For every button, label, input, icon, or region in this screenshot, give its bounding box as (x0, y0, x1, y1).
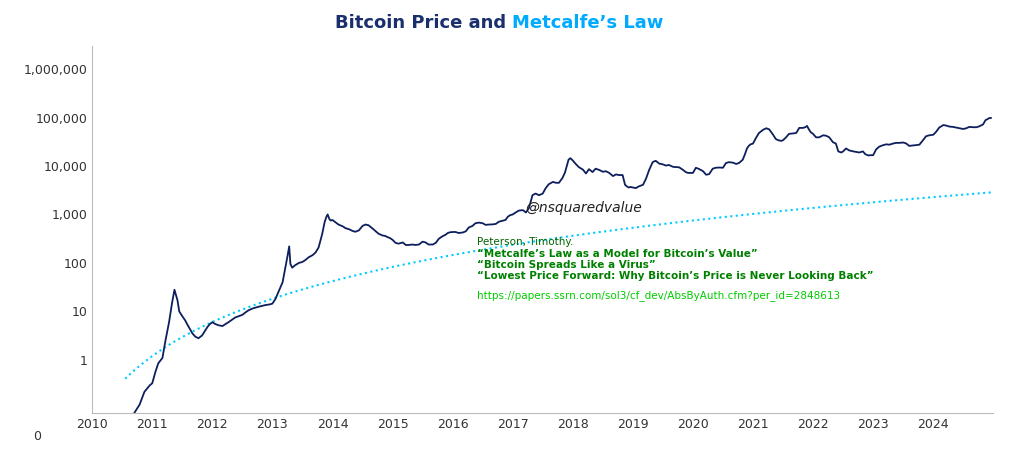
Text: “Bitcoin Spreads Like a Virus”: “Bitcoin Spreads Like a Virus” (476, 260, 655, 270)
Text: “Metcalfe’s Law as a Model for Bitcoin’s Value”: “Metcalfe’s Law as a Model for Bitcoin’s… (476, 249, 758, 259)
Text: “Lowest Price Forward: Why Bitcoin’s Price is Never Looking Back”: “Lowest Price Forward: Why Bitcoin’s Pri… (476, 271, 873, 281)
Text: 0: 0 (34, 430, 42, 442)
Text: Metcalfe’s Law: Metcalfe’s Law (512, 14, 664, 32)
Text: Bitcoin Price and: Bitcoin Price and (335, 14, 512, 32)
Text: @nsquaredvalue: @nsquaredvalue (524, 201, 641, 215)
Text: Peterson, Timothy.: Peterson, Timothy. (476, 236, 573, 246)
Text: https://papers.ssrn.com/sol3/cf_dev/AbsByAuth.cfm?per_id=2848613: https://papers.ssrn.com/sol3/cf_dev/AbsB… (476, 290, 840, 301)
